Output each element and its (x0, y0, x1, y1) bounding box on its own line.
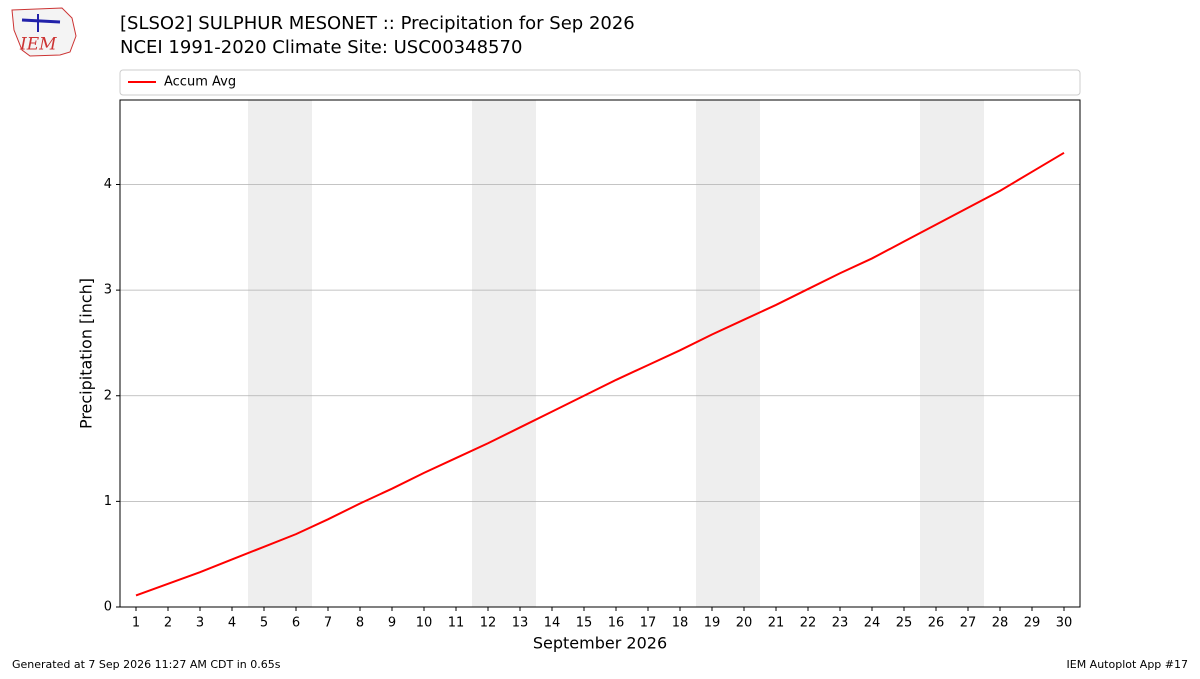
x-axis-label: September 2026 (533, 634, 667, 653)
weekend-shade (696, 100, 760, 607)
x-tick-label: 20 (736, 616, 753, 631)
x-tick-label: 10 (416, 616, 433, 631)
x-tick-label: 28 (992, 616, 1009, 631)
x-tick-label: 23 (832, 616, 849, 631)
x-tick-label: 6 (292, 616, 300, 631)
line-series (135, 151, 1065, 597)
x-tick-label: 7 (324, 616, 332, 631)
logo-text: IEM (19, 35, 57, 55)
x-tick-label: 25 (896, 616, 913, 631)
x-tick-label: 4 (228, 616, 236, 631)
x-tick-label: 12 (480, 616, 497, 631)
footer-right: IEM Autoplot App #17 (1067, 658, 1189, 671)
y-tick-label: 0 (104, 600, 112, 615)
y-tick-label: 3 (104, 283, 112, 298)
weekend-shade (920, 100, 984, 607)
x-tick-label: 2 (164, 616, 172, 631)
x-tick-label: 14 (544, 616, 561, 631)
x-tick-label: 9 (388, 616, 396, 631)
x-tick-label: 17 (640, 616, 657, 631)
x-tick-label: 21 (768, 616, 785, 631)
x-tick-label: 19 (704, 616, 721, 631)
y-axis-label: Precipitation [inch] (77, 278, 96, 429)
logo: IEM (11, 7, 77, 57)
chart-title: [SLSO2] SULPHUR MESONET :: Precipitation… (120, 13, 635, 34)
x-tick-label: 16 (608, 616, 625, 631)
x-tick-label: 8 (356, 616, 364, 631)
legend-box (119, 69, 1081, 96)
x-tick-label: 13 (512, 616, 529, 631)
x-tick-label: 29 (1024, 616, 1041, 631)
x-tick-label: 5 (260, 616, 268, 631)
chart-subtitle: NCEI 1991-2020 Climate Site: USC00348570 (120, 37, 522, 58)
x-tick-label: 1 (132, 616, 140, 631)
x-tick-label: 15 (576, 616, 593, 631)
plot-frame (119, 99, 1081, 608)
x-tick-label: 3 (196, 616, 204, 631)
y-tick-label: 2 (104, 388, 112, 403)
y-tick-label: 4 (104, 177, 112, 192)
legend-label: Accum Avg (164, 75, 236, 90)
y-tick-label: 1 (104, 494, 112, 509)
x-tick-label: 24 (864, 616, 881, 631)
x-tick-label: 30 (1056, 616, 1073, 631)
x-tick-label: 18 (672, 616, 689, 631)
x-tick-label: 27 (960, 616, 977, 631)
weekend-shade (472, 100, 536, 607)
x-tick-label: 26 (928, 616, 945, 631)
footer-left: Generated at 7 Sep 2026 11:27 AM CDT in … (12, 658, 281, 671)
x-tick-label: 22 (800, 616, 817, 631)
x-tick-label: 11 (448, 616, 465, 631)
